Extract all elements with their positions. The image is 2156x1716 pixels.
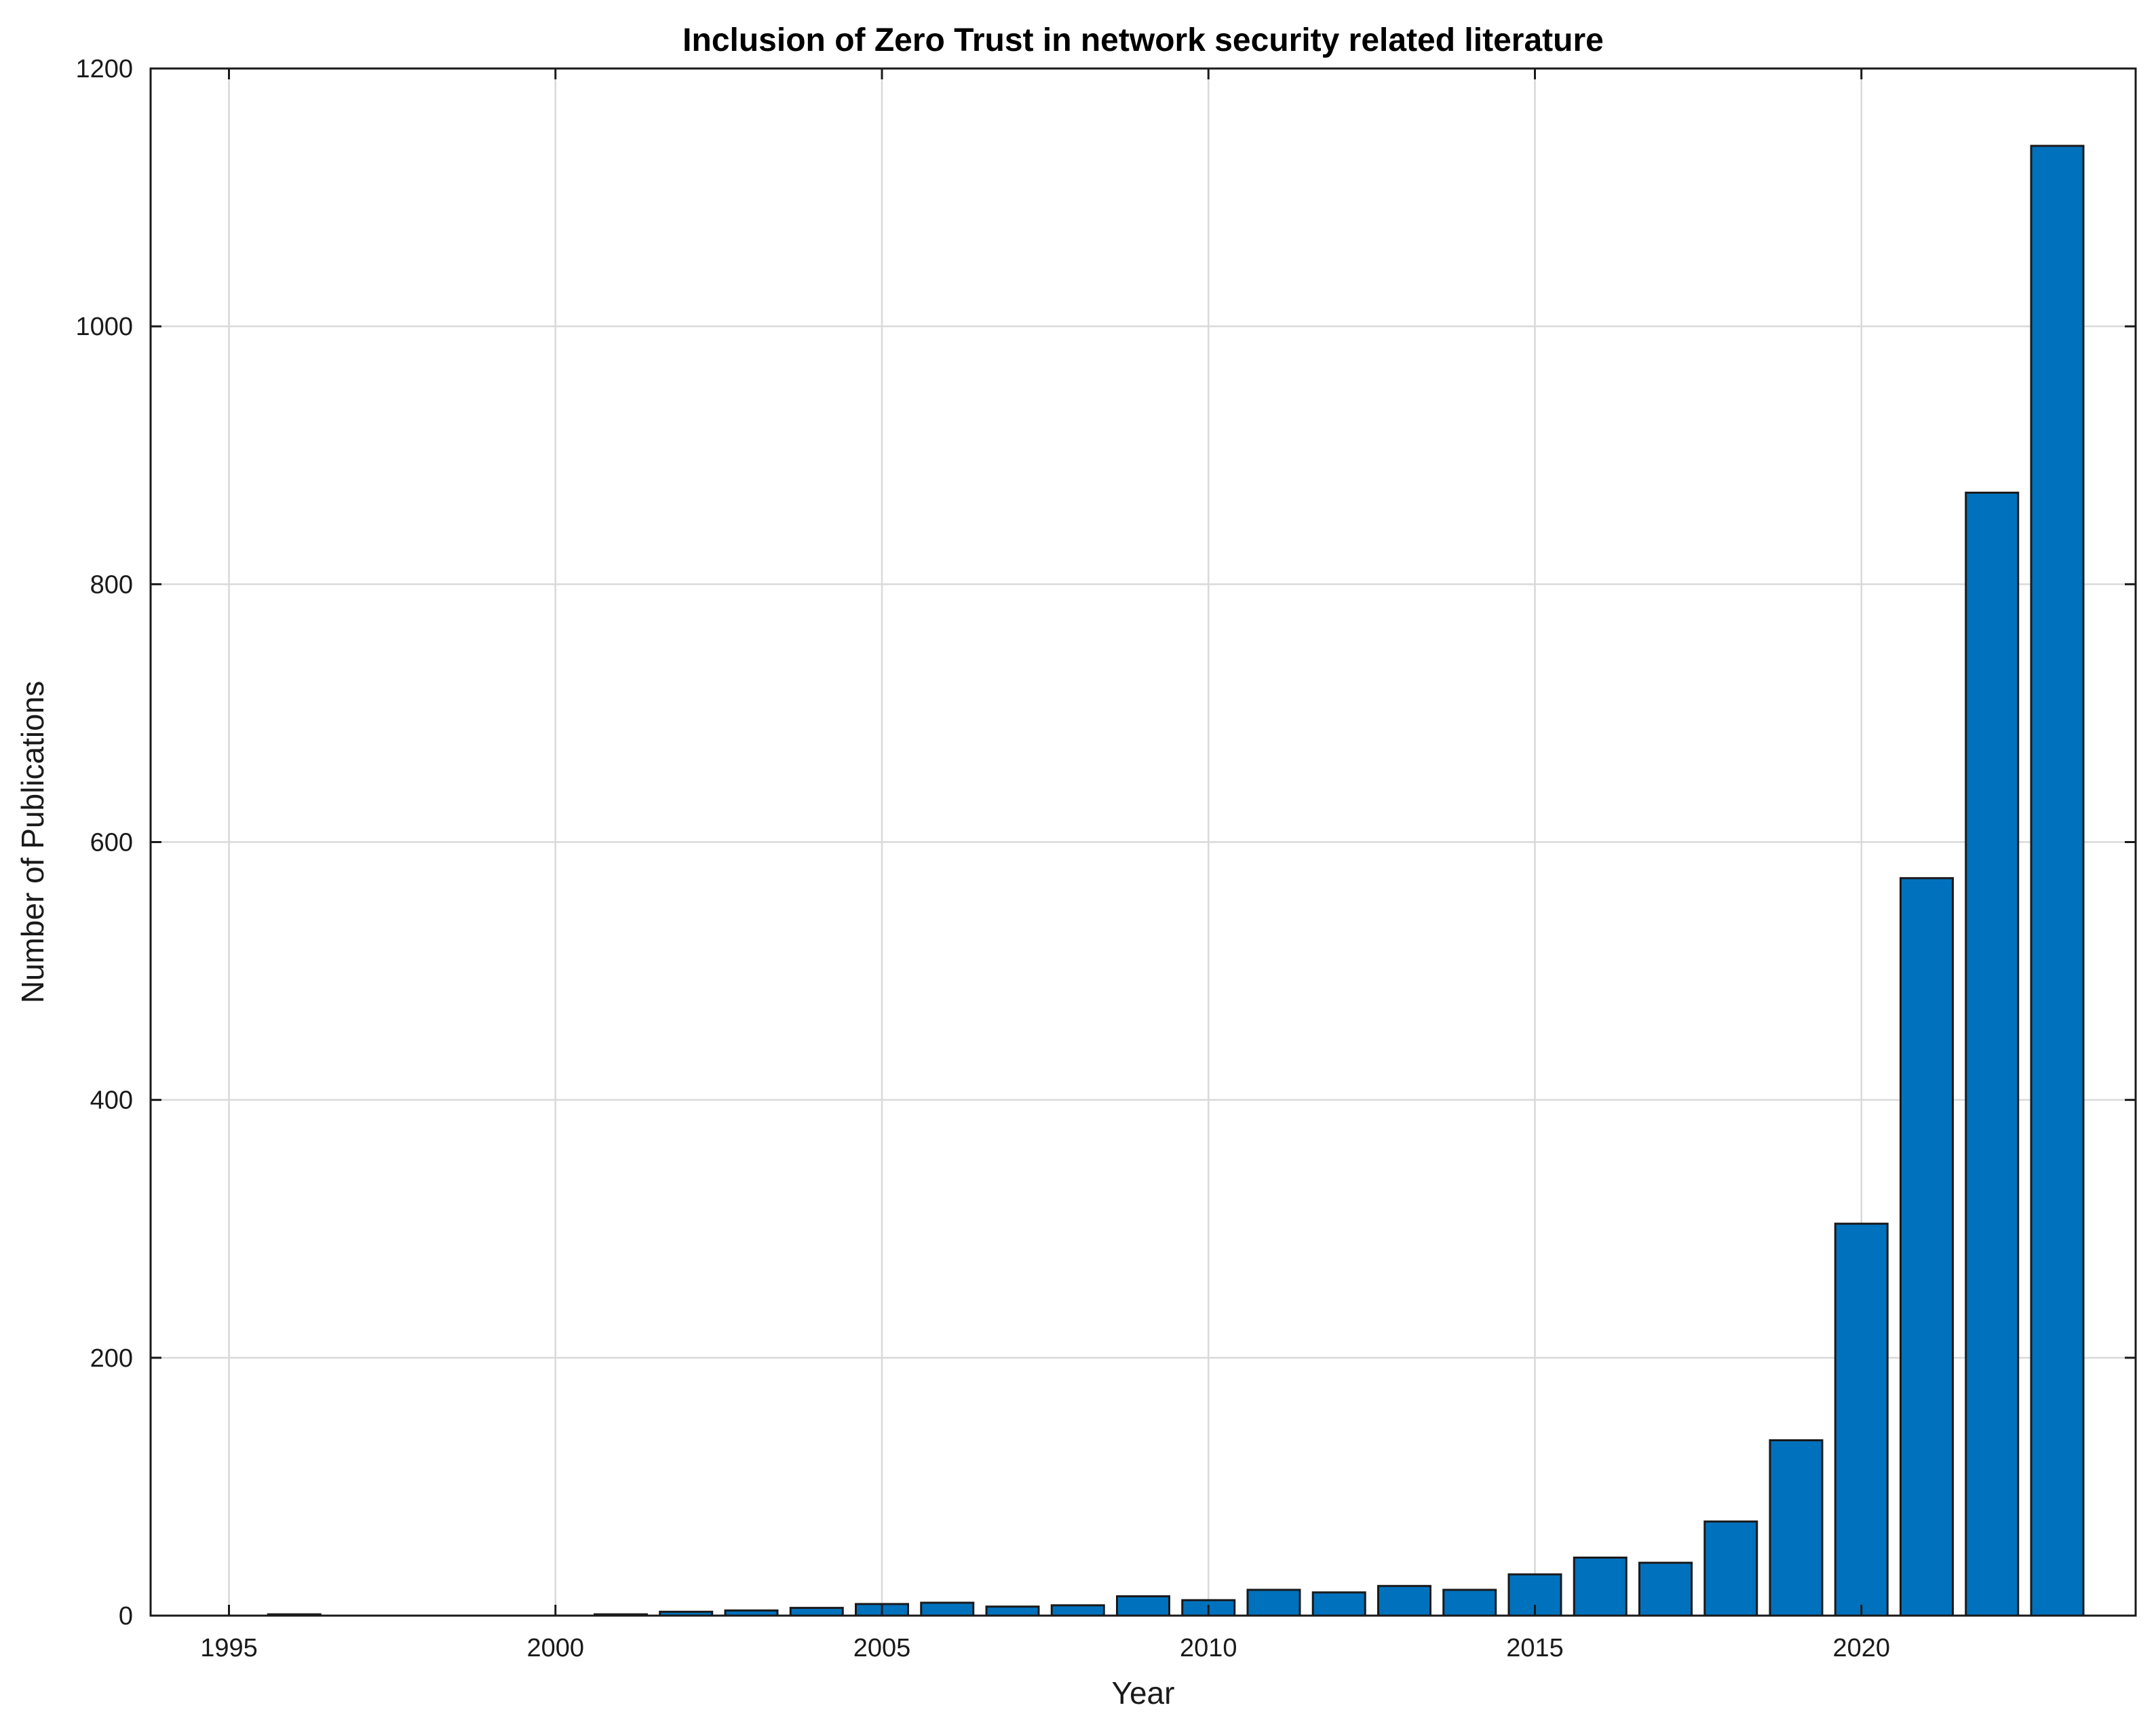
bar-2017: [1638, 1561, 1693, 1617]
bar-2020: [1834, 1222, 1889, 1617]
bar-2021: [1900, 877, 1954, 1617]
y-tick-label: 1000: [75, 313, 133, 341]
bar-2014: [1442, 1588, 1497, 1617]
bar-2013: [1377, 1584, 1431, 1617]
x-tick-label: 2005: [853, 1634, 911, 1662]
bar-2018: [1703, 1520, 1758, 1617]
bar-2019: [1769, 1439, 1824, 1617]
y-tick-label: 200: [90, 1344, 133, 1373]
bar-2007: [985, 1605, 1040, 1617]
bars: [267, 144, 2085, 1617]
y-tick-label: 1200: [75, 55, 133, 83]
x-axis-label: Year: [1112, 1675, 1175, 1711]
x-tick-label: 2010: [1180, 1634, 1237, 1662]
bar-2009: [1116, 1595, 1170, 1617]
y-tick-label: 400: [90, 1087, 133, 1115]
bar-2008: [1050, 1604, 1105, 1617]
ticks: 1995 2000 2005 2010 2015 2020 0 200 400 600 800 100…: [75, 55, 2136, 1662]
bar-2016: [1573, 1556, 1628, 1617]
bar-2022: [1965, 491, 2020, 1617]
bar-2011: [1246, 1588, 1301, 1617]
y-tick-label: 600: [90, 829, 133, 857]
bar-2006: [920, 1601, 975, 1617]
bar-2023: [2030, 144, 2085, 1617]
x-tick-label: 2000: [526, 1634, 584, 1662]
x-tick-label: 2020: [1832, 1634, 1890, 1662]
bar-2004: [789, 1607, 844, 1617]
y-axis-label: Number of Publications: [15, 681, 50, 1004]
bar-2012: [1311, 1591, 1366, 1617]
x-tick-label: 1995: [200, 1634, 258, 1662]
y-tick-label: 800: [90, 570, 133, 599]
chart-title: Inclusion of Zero Trust in network secur…: [682, 22, 1604, 58]
x-tick-label: 2015: [1506, 1634, 1564, 1662]
y-tick-label: 0: [119, 1602, 133, 1631]
